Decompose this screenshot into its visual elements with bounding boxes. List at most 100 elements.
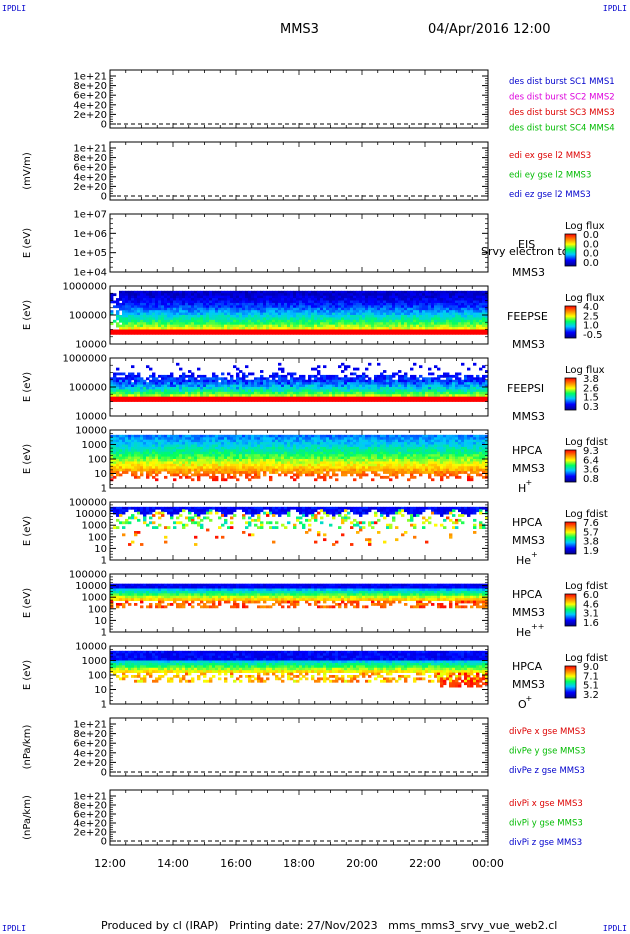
instrument-label: HPCA xyxy=(512,444,543,457)
time-axis: 12:00 14:00 16:00 18:00 20:00 22:00 00:00 xyxy=(94,857,504,870)
ytick-label: 0 xyxy=(101,768,107,779)
colorbar-tick-label: 0.8 xyxy=(583,474,599,485)
panel-frame xyxy=(109,141,489,201)
time-tick-label: 22:00 xyxy=(409,857,441,870)
corner-label-top-left: IPDLI xyxy=(2,4,27,13)
panel-frame xyxy=(109,69,489,129)
legend-entry: divPe z gse MMS3 xyxy=(509,766,585,776)
instrument-label: HPCA xyxy=(512,588,543,601)
spacecraft-label: MMS3 xyxy=(512,678,545,691)
colorbar-tick-label: 1.9 xyxy=(583,546,599,557)
datetime-title: 04/Apr/2016 12:00 xyxy=(428,22,551,37)
panel-hpca_h: 10000 1000 100 10 1 E (eV) HPCA MMS3 H + Log fdist… xyxy=(22,426,608,496)
panel-frame xyxy=(109,213,489,273)
ytick-label: 100000 xyxy=(69,570,107,581)
colorbar-tick-label: 6.0 xyxy=(583,590,599,601)
ytick-label: 2e+20 xyxy=(73,110,107,121)
ytick-label: 8e+20 xyxy=(73,153,107,164)
colorbar-tick-label: 0.0 xyxy=(583,258,599,269)
y-axis-label: (mV/m) xyxy=(22,152,33,190)
ytick-label: 2e+20 xyxy=(73,828,107,839)
colorbar-tick-label: 3.6 xyxy=(583,465,599,476)
ytick-label: 1e+04 xyxy=(73,268,107,279)
y-axis-label: E (eV) xyxy=(22,516,33,546)
ytick-label: 10 xyxy=(94,616,107,627)
colorbar-tick-label: 3.8 xyxy=(583,537,599,548)
colorbar xyxy=(564,521,577,555)
panel-feepsi: 1000000 100000 10000 E (eV) FEEPSI MMS3 Log fl… xyxy=(22,354,605,424)
ytick-label: 4e+20 xyxy=(73,100,107,111)
colorbar xyxy=(564,593,577,627)
colorbar-title: Log fdist xyxy=(565,437,608,448)
footer-credit: Produced by cl (IRAP) Printing date: 27/… xyxy=(101,919,558,932)
legend-entry: divPe y gse MMS3 xyxy=(509,747,586,757)
spectrogram-feepsi xyxy=(110,362,489,402)
ytick-label: 1000 xyxy=(82,593,107,604)
instrument-label: FEEPSI xyxy=(507,382,544,395)
ytick-label: 4e+20 xyxy=(73,748,107,759)
ytick-label: 6e+20 xyxy=(73,163,107,174)
instrument-label: HPCA xyxy=(512,516,543,529)
ytick-label: 2e+20 xyxy=(73,182,107,193)
legend-entry: des dist burst SC2 MMS2 xyxy=(509,93,615,103)
colorbar-tick-label: 6.4 xyxy=(583,455,599,466)
ytick-label: 6e+20 xyxy=(73,739,107,750)
time-tick-label: 00:00 xyxy=(472,857,504,870)
colorbar-title: Log fdist xyxy=(565,653,608,664)
ytick-label: 1e+07 xyxy=(73,210,107,221)
ytick-label: 1000 xyxy=(82,656,107,667)
ytick-label: 1000000 xyxy=(62,282,107,293)
legend-entry: edi ex gse l2 MMS3 xyxy=(509,151,591,161)
ytick-label: 0 xyxy=(101,120,107,131)
legend-entry: divPi x gse MMS3 xyxy=(509,799,583,809)
ytick-label: 100000 xyxy=(69,383,107,394)
y-axis-label: (nPa/km) xyxy=(22,725,33,770)
ytick-label: 1e+21 xyxy=(73,144,107,155)
colorbar-tick-label: 0.3 xyxy=(583,402,599,413)
ytick-label: 4e+20 xyxy=(73,172,107,183)
ytick-label: 4e+20 xyxy=(73,819,107,830)
ytick-label: 10000 xyxy=(75,581,107,592)
colorbar-tick-label: 9.3 xyxy=(583,446,599,457)
panel-eis: 1e+07 1e+06 1e+05 1e+04 E (eV) EIS MMS3 Srvy el… xyxy=(22,210,605,280)
ytick-label: 1e+21 xyxy=(73,792,107,803)
spectrogram-feepse xyxy=(110,290,489,335)
ytick-label: 10 xyxy=(94,469,107,480)
instrument-label: FEEPSE xyxy=(507,310,548,323)
y-axis-label: E (eV) xyxy=(22,660,33,690)
ytick-label: 8e+20 xyxy=(73,801,107,812)
ytick-label: 100000 xyxy=(69,498,107,509)
panel-hpca_o: 10000 1000 100 10 1 E (eV) HPCA MMS3 O+ Log fdist… xyxy=(22,642,608,712)
y-axis-label: E (eV) xyxy=(22,228,33,258)
ytick-label: 10000 xyxy=(75,340,107,351)
ytick-label: 1e+21 xyxy=(73,720,107,731)
colorbar-tick-label: 4.0 xyxy=(583,302,599,313)
y-axis-label: E (eV) xyxy=(22,372,33,402)
panel-frame xyxy=(109,717,489,777)
colorbar-tick-label: 0.0 xyxy=(583,230,599,241)
species-charge: ++ xyxy=(531,622,544,631)
y-axis-label: E (eV) xyxy=(22,588,33,618)
y-axis-label: E (eV) xyxy=(22,444,33,474)
ytick-label: 10000 xyxy=(75,426,107,437)
colorbar xyxy=(564,665,577,699)
ytick-label: 0 xyxy=(101,837,107,848)
colorbar-title: Log flux xyxy=(565,365,605,376)
species-label: O xyxy=(518,698,527,711)
legend-entry: des dist burst SC4 MMS4 xyxy=(509,124,615,134)
ytick-label: 0 xyxy=(101,192,107,203)
ytick-label: 6e+20 xyxy=(73,91,107,102)
ytick-label: 10000 xyxy=(75,642,107,653)
colorbar-tick-label: 0.0 xyxy=(583,239,599,250)
colorbar-title: Log fdist xyxy=(565,581,608,592)
species-label: He xyxy=(516,554,531,567)
colorbar-tick-label: 1.5 xyxy=(583,393,599,404)
ytick-label: 100 xyxy=(88,671,107,682)
